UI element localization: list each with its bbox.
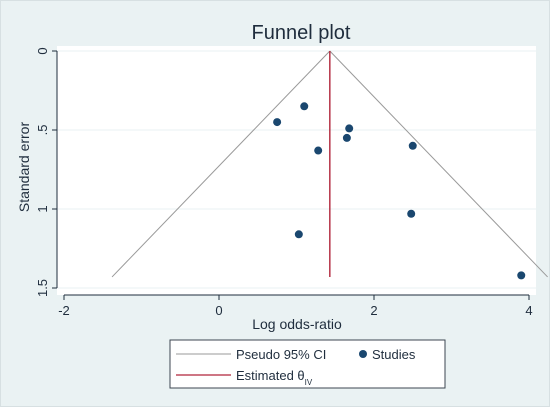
axes-layer: -2 0 2 4 0 .5 1 1.5 <box>35 47 533 318</box>
study-point-6 <box>408 141 417 150</box>
plot-area <box>57 46 536 295</box>
x-axis-title: Log odds-ratio <box>252 316 342 332</box>
pseudo-ci-right-line <box>329 50 548 278</box>
studies-points <box>273 102 526 280</box>
legend-estimate-main: Estimated θ <box>236 368 305 383</box>
grid-layer <box>57 50 536 289</box>
x-tick-label-2: 2 <box>370 303 377 318</box>
x-tick-label-3: 4 <box>525 303 532 318</box>
study-point-9 <box>517 271 526 280</box>
study-point-3 <box>345 124 354 133</box>
pseudo-ci-lines <box>111 50 548 278</box>
x-tick-label-0: -2 <box>58 303 70 318</box>
study-point-4 <box>342 133 351 142</box>
legend-estimate-label: Estimated θIV <box>236 368 313 387</box>
legend-studies-marker <box>359 350 367 358</box>
y-tick-label-1: .5 <box>35 125 50 136</box>
legend-box <box>169 339 446 389</box>
y-axis-title: Standard error <box>16 122 32 213</box>
pseudo-ci-left-line <box>111 50 331 278</box>
legend-studies-label: Studies <box>372 347 416 362</box>
x-tick-label-1: 0 <box>215 303 222 318</box>
chart-title: Funnel plot <box>252 22 351 44</box>
study-point-7 <box>407 209 416 218</box>
legend-estimate-subscript: IV <box>305 378 313 387</box>
study-point-8 <box>294 230 303 239</box>
y-tick-label-0: 0 <box>35 47 50 54</box>
legend: Pseudo 95% CI Studies Estimated θIV <box>169 339 446 389</box>
study-point-5 <box>314 146 323 155</box>
study-point-1 <box>300 102 309 111</box>
legend-ci-label: Pseudo 95% CI <box>236 347 326 362</box>
y-tick-label-2: 1 <box>35 205 50 212</box>
study-point-2 <box>273 118 282 127</box>
y-tick-label-3: 1.5 <box>35 279 50 297</box>
